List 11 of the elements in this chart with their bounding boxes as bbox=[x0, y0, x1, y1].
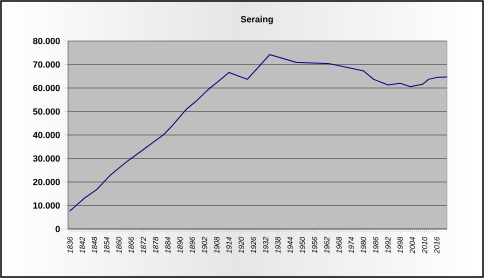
y-tick-label: 50.000 bbox=[33, 108, 60, 115]
y-tick-label: 70.000 bbox=[33, 61, 60, 68]
y-tick-label: 40.000 bbox=[32, 132, 60, 138]
y-tick-label: 0 bbox=[56, 226, 60, 232]
y-tick-label: 80.000 bbox=[33, 38, 60, 44]
line-series bbox=[70, 54, 448, 212]
y-tick-label: 20.000 bbox=[33, 178, 60, 186]
y-tick-label: 10.000 bbox=[33, 202, 60, 209]
chart-title: Seraing bbox=[240, 16, 273, 24]
y-tick-label: 30.000 bbox=[33, 155, 60, 162]
y-tick-label: 60.000 bbox=[33, 84, 60, 92]
